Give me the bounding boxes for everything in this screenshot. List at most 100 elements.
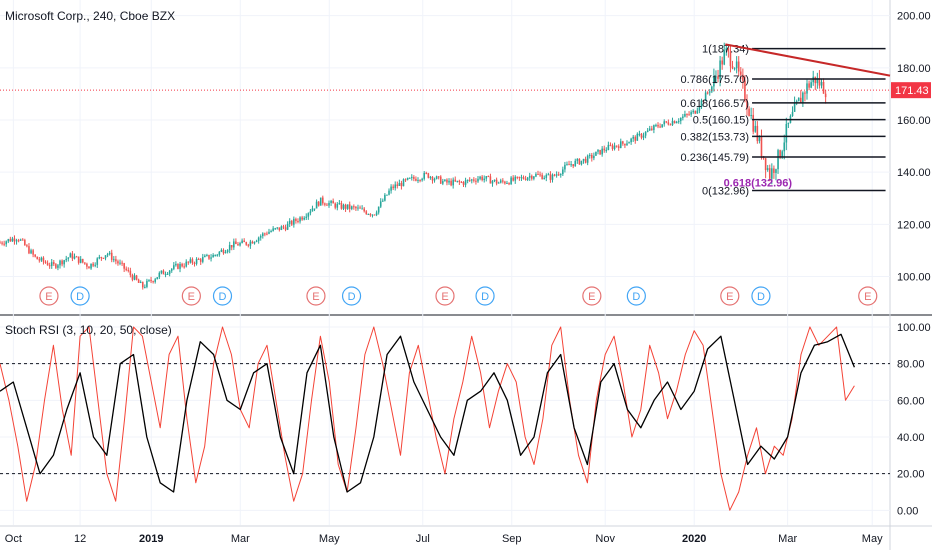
candle-body <box>595 151 597 156</box>
candle-body <box>235 241 237 245</box>
candle-body <box>245 242 248 245</box>
candle-body <box>408 177 411 179</box>
candle-body <box>473 179 475 181</box>
candle-body <box>516 176 519 178</box>
candle-body <box>19 239 22 241</box>
event-marker-label: D <box>632 291 640 303</box>
candle-body <box>342 204 345 209</box>
candle-body <box>609 144 612 146</box>
stoch-tick-label: 60.00 <box>897 395 925 407</box>
candle-body <box>640 133 643 138</box>
time-tick-label: May <box>862 533 883 545</box>
candle-body <box>686 114 688 116</box>
candle-body <box>13 238 16 242</box>
candle-body <box>791 111 794 116</box>
candle-body <box>328 202 330 206</box>
stoch-tick-label: 20.00 <box>897 469 925 481</box>
candle-body <box>605 149 608 151</box>
candle-body <box>324 203 326 205</box>
candle-body <box>636 133 639 141</box>
candle-body <box>237 244 239 246</box>
candle-body <box>487 176 490 178</box>
candle-body <box>746 100 748 109</box>
candle-body <box>226 250 229 252</box>
candle-body <box>781 151 783 158</box>
candle-body <box>599 149 601 155</box>
candle-body <box>442 181 444 184</box>
candle-body <box>506 182 508 184</box>
earnings-marker <box>181 286 201 306</box>
candle-body <box>208 254 210 259</box>
candle-body <box>539 174 541 176</box>
candle-body <box>365 211 368 215</box>
indicator-title: Stoch RSI (3, 10, 20, 50, close) <box>5 323 172 337</box>
candle-body <box>814 76 817 84</box>
candle-body <box>313 208 316 210</box>
candle-body <box>802 92 804 103</box>
candle-body <box>475 180 477 182</box>
event-marker-label: E <box>312 291 319 303</box>
candle-body <box>42 257 45 262</box>
candle-body <box>117 261 119 264</box>
candle-body <box>512 177 514 181</box>
price-tick-label: 120.00 <box>897 219 931 231</box>
candle-body <box>417 179 419 181</box>
candle-body <box>564 164 566 170</box>
candle-body <box>61 260 63 265</box>
candle-body <box>160 270 163 273</box>
candle-body <box>127 269 130 271</box>
candle-body <box>249 241 252 246</box>
event-marker-label: E <box>441 291 448 303</box>
candle-body <box>305 216 308 218</box>
event-marker-label: D <box>757 291 765 303</box>
time-tick-label: Mar <box>778 533 797 545</box>
candle-body <box>615 145 618 147</box>
candle-body <box>481 176 483 181</box>
candle-body <box>702 100 705 102</box>
candle-body <box>218 251 221 255</box>
candle-body <box>591 154 593 159</box>
candle-body <box>32 250 34 255</box>
candle-body <box>721 60 723 65</box>
candle-body <box>479 176 481 179</box>
candle-body <box>760 136 763 157</box>
candle-body <box>576 158 579 161</box>
candle-body <box>717 76 719 79</box>
candle-body <box>799 97 802 103</box>
candle-body <box>135 275 138 280</box>
candle-body <box>24 239 26 246</box>
candle-body <box>88 266 90 269</box>
candle-body <box>698 107 701 111</box>
candle-body <box>344 204 347 209</box>
candle-body <box>543 177 546 180</box>
candle-body <box>81 258 84 263</box>
candle-body <box>71 253 74 259</box>
candle-body <box>731 66 734 69</box>
candle-body <box>348 204 351 210</box>
candle-body <box>593 155 595 159</box>
candle-body <box>497 182 500 184</box>
candle-body <box>518 176 521 178</box>
candle-body <box>485 176 488 179</box>
candle-body <box>357 207 359 209</box>
candle-body <box>684 114 686 117</box>
event-marker-label: E <box>726 291 733 303</box>
candle-body <box>706 92 709 94</box>
candle-body <box>522 177 525 179</box>
candle-body <box>508 182 510 185</box>
candle-body <box>634 136 637 141</box>
candle-body <box>46 262 49 266</box>
candle-body <box>191 259 194 263</box>
candle-body <box>315 201 318 209</box>
candle-body <box>665 121 668 123</box>
candle-body <box>17 240 20 242</box>
candle-body <box>100 257 103 259</box>
candle-body <box>214 254 217 256</box>
candle-body <box>278 227 281 230</box>
candle-body <box>439 176 442 184</box>
candle-body <box>547 174 550 176</box>
candle-body <box>266 233 268 235</box>
last-price-badge <box>891 82 931 99</box>
candles <box>0 42 827 290</box>
